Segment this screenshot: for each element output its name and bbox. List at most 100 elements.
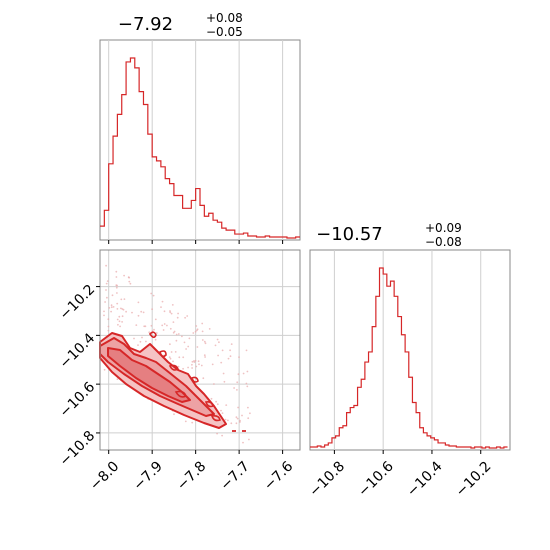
panel-hist-2: −10.8 −10.6 −10.4 −10.2 −10.57 +0.09 −0.08 — [306, 221, 511, 500]
scatter-point — [235, 416, 238, 419]
panel-hist-1-histogram — [100, 57, 300, 239]
scatter-point — [175, 339, 178, 342]
scatter-point — [137, 301, 140, 304]
scatter-point — [227, 357, 230, 360]
scatter-point — [216, 403, 219, 406]
scatter-point — [203, 340, 206, 343]
panel-hist-2-histogram — [310, 267, 508, 449]
p2-ytick-label-0: −10.2 — [57, 282, 99, 324]
scatter-point — [103, 368, 106, 371]
scatter-point — [172, 321, 175, 323]
scatter-point — [221, 412, 224, 414]
panel-hist-1-title: −7.92 +0.08 −0.05 — [118, 7, 248, 39]
scatter-point — [160, 306, 162, 308]
scatter-point — [171, 304, 174, 306]
panel-hist-2-title-minus: −0.08 — [425, 235, 462, 249]
scatter-point — [221, 434, 224, 437]
p2-xtick-label-1: −7.9 — [131, 458, 166, 493]
scatter-point — [118, 320, 121, 323]
scatter-point — [220, 361, 223, 364]
scatter-point — [216, 432, 219, 435]
scatter-point — [115, 276, 118, 278]
scatter-point — [168, 356, 171, 358]
scatter-point — [238, 356, 240, 358]
scatter-point — [163, 323, 166, 325]
scatter-point — [196, 346, 199, 348]
scatter-point — [210, 397, 213, 400]
scatter-point — [135, 324, 138, 326]
scatter-point — [120, 307, 122, 310]
scatter-point — [121, 315, 124, 318]
scatter-point — [170, 351, 173, 353]
scatter-point — [150, 292, 153, 295]
p3-xtick-label-1: −10.6 — [355, 458, 397, 500]
scatter-point — [177, 312, 180, 315]
p2-xtick-label-4: −7.6 — [261, 458, 296, 493]
panel-2d-contours — [99, 331, 246, 432]
scatter-point — [110, 306, 113, 309]
scatter-point — [230, 422, 233, 425]
panel-hist-2-ticks: −10.8 −10.6 −10.4 −10.2 — [306, 450, 494, 500]
scatter-point — [229, 355, 232, 358]
contour-blob-1 — [148, 331, 157, 339]
scatter-point — [184, 420, 187, 423]
contour-blob-2 — [159, 350, 167, 358]
scatter-point — [105, 264, 107, 267]
scatter-point — [245, 382, 248, 385]
p2-xtick-label-0: −8.0 — [87, 458, 122, 493]
scatter-point — [211, 363, 214, 366]
scatter-point — [107, 318, 110, 321]
scatter-point — [123, 298, 126, 300]
scatter-point — [103, 314, 105, 317]
scatter-point — [194, 359, 197, 362]
scatter-point — [191, 367, 194, 369]
contour-blob-3 — [168, 364, 179, 371]
scatter-point — [161, 324, 164, 327]
scatter-point — [103, 310, 105, 313]
scatter-point — [242, 441, 244, 444]
panel-hist-1: −7.92 +0.08 −0.05 — [99, 7, 301, 244]
scatter-point — [183, 341, 186, 344]
panel-hist-1-title-minus: −0.05 — [206, 25, 243, 39]
scatter-point — [237, 406, 240, 409]
scatter-point — [236, 381, 239, 384]
scatter-point — [117, 323, 119, 326]
p2-ytick-label-1: −10.4 — [57, 330, 99, 372]
scatter-point — [107, 329, 110, 332]
scatter-point — [195, 325, 198, 327]
scatter-point — [119, 325, 121, 328]
scatter-point — [131, 311, 133, 314]
scatter-point — [218, 341, 220, 344]
scatter-point — [141, 336, 143, 339]
scatter-point — [237, 373, 240, 376]
scatter-point — [201, 330, 204, 333]
contour-inner — [107, 347, 191, 403]
scatter-point — [187, 366, 190, 369]
panel-hist-1-grid — [108, 40, 284, 240]
scatter-point — [115, 286, 118, 289]
scatter-point — [185, 348, 188, 350]
scatter-point — [247, 406, 249, 409]
scatter-point — [116, 292, 118, 294]
scatter-point — [213, 383, 215, 385]
scatter-point — [116, 308, 119, 310]
scatter-point — [178, 356, 181, 359]
scatter-point — [177, 333, 180, 335]
scatter-point — [225, 404, 228, 406]
scatter-point — [229, 349, 232, 352]
scatter-point — [110, 310, 112, 313]
scatter-point — [236, 389, 238, 391]
scatter-point — [235, 422, 238, 425]
scatter-point — [194, 330, 197, 333]
scatter-point — [161, 300, 164, 303]
scatter-point — [111, 294, 114, 297]
scatter-point — [154, 318, 157, 321]
scatter-point — [202, 377, 205, 380]
scatter-point — [230, 343, 233, 345]
scatter-point — [163, 310, 166, 313]
p2-ytick-label-2: −10.6 — [57, 379, 99, 421]
panel-hist-2-title-plus: +0.09 — [425, 221, 462, 235]
scatter-point — [215, 400, 218, 403]
scatter-point — [241, 414, 243, 417]
